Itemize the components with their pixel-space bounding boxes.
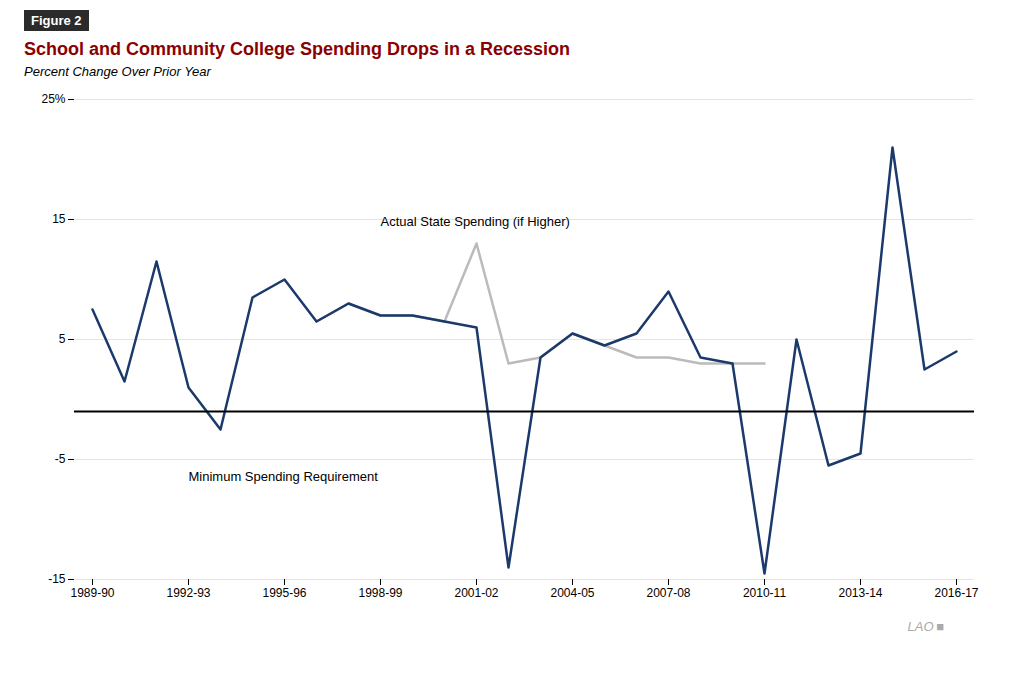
svg-text:-15: -15 bbox=[48, 572, 66, 586]
svg-text:2010-11: 2010-11 bbox=[743, 586, 786, 600]
svg-text:Actual State Spending (if High: Actual State Spending (if Higher) bbox=[381, 214, 570, 229]
html-text:Percent Change Over Prior Year: Percent Change Over Prior Year bbox=[24, 64, 211, 79]
svg-text:2001-02: 2001-02 bbox=[454, 586, 498, 600]
svg-text:Minimum Spending Requirement: Minimum Spending Requirement bbox=[189, 469, 379, 484]
html-text:School and Community College S: School and Community College Spending Dr… bbox=[24, 39, 571, 59]
svg-text:2007-08: 2007-08 bbox=[646, 586, 690, 600]
svg-text:1995-96: 1995-96 bbox=[262, 586, 306, 600]
svg-text:1989-90: 1989-90 bbox=[70, 586, 114, 600]
svg-text:1992-93: 1992-93 bbox=[166, 586, 210, 600]
svg-text:-5: -5 bbox=[55, 452, 66, 466]
svg-text:15: 15 bbox=[52, 212, 66, 226]
svg-text:1998-99: 1998-99 bbox=[358, 586, 402, 600]
svg-text:2013-14: 2013-14 bbox=[838, 586, 882, 600]
html-text:Figure 2: Figure 2 bbox=[31, 13, 82, 28]
svg-text:5: 5 bbox=[59, 332, 66, 346]
svg-text:2016-17: 2016-17 bbox=[934, 586, 978, 600]
html-text:LAO ■: LAO ■ bbox=[907, 619, 944, 634]
svg-text:25%: 25% bbox=[41, 92, 65, 106]
svg-text:2004-05: 2004-05 bbox=[550, 586, 594, 600]
